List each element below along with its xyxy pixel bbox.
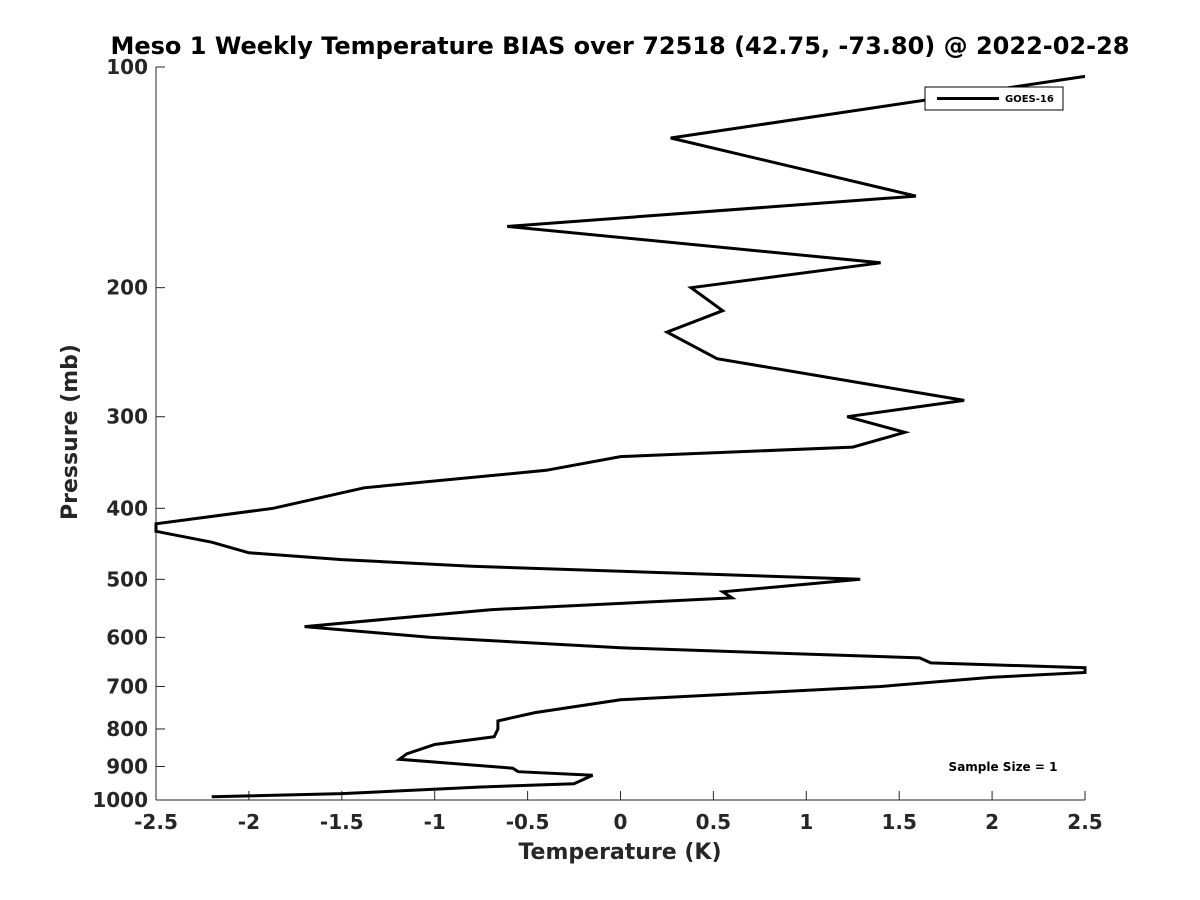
x-tick-label: 0 bbox=[614, 810, 628, 834]
x-tick-label: -2 bbox=[238, 810, 260, 834]
x-tick-label: 1 bbox=[799, 810, 813, 834]
y-tick-label: 900 bbox=[106, 754, 148, 778]
y-axis-label: Pressure (mb) bbox=[58, 344, 83, 520]
x-tick-label: -1.5 bbox=[320, 810, 364, 834]
x-tick-label: -0.5 bbox=[506, 810, 550, 834]
x-tick-label: -1 bbox=[424, 810, 446, 834]
legend-label-goes-16: GOES-16 bbox=[1005, 94, 1054, 105]
y-tick-label: 300 bbox=[106, 405, 148, 429]
sample-size-annotation: Sample Size = 1 bbox=[949, 760, 1058, 774]
x-axis-label: Temperature (K) bbox=[518, 840, 721, 865]
y-tick-label: 800 bbox=[106, 717, 148, 741]
y-tick-label: 100 bbox=[106, 55, 148, 79]
y-tick-label: 400 bbox=[106, 496, 148, 520]
y-tick-label: 600 bbox=[106, 625, 148, 649]
chart-title: Meso 1 Weekly Temperature BIAS over 7251… bbox=[110, 32, 1129, 60]
series-line-goes-16 bbox=[154, 74, 1087, 799]
x-tick-label: 0.5 bbox=[696, 810, 731, 834]
x-tick-label: 2 bbox=[985, 810, 999, 834]
legend: GOES-16 bbox=[924, 86, 1064, 111]
y-tick-label: 200 bbox=[106, 276, 148, 300]
y-tick-label: 700 bbox=[106, 674, 148, 698]
plot-area: -2.5 -2 -1.5 -1 -0.5 0 0.5 1 1.5 2 2.5 100 200 300 400… bbox=[92, 55, 1102, 834]
y-tick-label: 500 bbox=[106, 567, 148, 591]
y-tick-label: 1000 bbox=[92, 788, 148, 812]
x-tick-label: 1.5 bbox=[881, 810, 916, 834]
x-tick-label: -2.5 bbox=[134, 810, 178, 834]
x-tick-label: 2.5 bbox=[1067, 810, 1102, 834]
